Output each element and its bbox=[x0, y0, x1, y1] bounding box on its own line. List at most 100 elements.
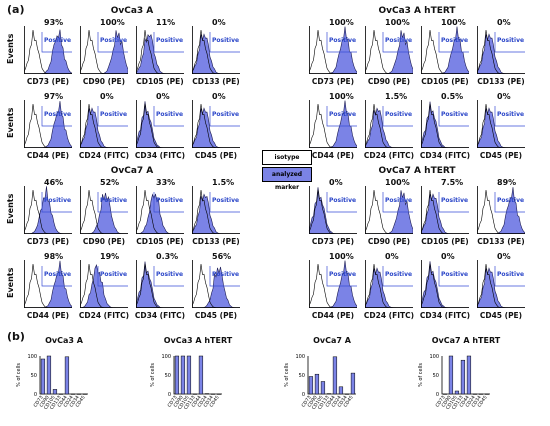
positive-gate-label: Positive bbox=[100, 271, 128, 278]
histogram-axes bbox=[80, 260, 128, 308]
bar bbox=[46, 355, 52, 395]
histogram-axes bbox=[136, 26, 184, 74]
marker-label: CD44 (PE) bbox=[311, 311, 355, 320]
histogram-plot bbox=[309, 260, 357, 308]
events-axis-label: Events bbox=[6, 107, 15, 138]
positive-gate-label: Positive bbox=[156, 111, 184, 118]
analyzed-marker-histogram bbox=[24, 29, 72, 74]
group-title: OvCa3 A hTERT bbox=[378, 6, 456, 16]
positive-gate bbox=[438, 266, 469, 287]
percent-positive: 7.5% bbox=[441, 178, 464, 187]
positive-gate bbox=[153, 32, 184, 53]
histogram-svg bbox=[477, 100, 525, 148]
histogram-plot bbox=[136, 186, 184, 234]
histogram-svg bbox=[136, 260, 184, 308]
histogram-svg bbox=[80, 100, 128, 148]
marker-label: CD45 (PE) bbox=[194, 311, 238, 320]
y-tick-label: 0 bbox=[34, 392, 37, 398]
positive-gate bbox=[494, 106, 525, 127]
positive-gate bbox=[153, 192, 184, 213]
bar bbox=[308, 376, 314, 395]
histogram-svg bbox=[80, 186, 128, 234]
percent-positive: 0% bbox=[497, 92, 511, 101]
analyzed-marker-histogram bbox=[80, 264, 128, 308]
marker-label: CD90 (PE) bbox=[82, 77, 126, 86]
positive-gate-label: Positive bbox=[497, 111, 525, 118]
analyzed-marker-histogram bbox=[136, 33, 184, 74]
bar-chart-title: OvCa3 A hTERT bbox=[163, 336, 233, 345]
histogram-svg bbox=[24, 260, 72, 308]
marker-label: CD90 (PE) bbox=[367, 77, 411, 86]
histogram-axes bbox=[136, 100, 184, 148]
histogram-plot bbox=[365, 186, 413, 234]
marker-label: CD45 (PE) bbox=[194, 151, 238, 160]
histogram-svg bbox=[421, 260, 469, 308]
positive-gate bbox=[209, 32, 240, 53]
marker-label: CD34 (FITC) bbox=[419, 311, 471, 320]
marker-label: CD73 (PE) bbox=[26, 77, 70, 86]
positive-gate bbox=[209, 106, 240, 127]
positive-gate-label: Positive bbox=[441, 271, 469, 278]
positive-gate-label: Positive bbox=[441, 37, 469, 44]
panel-a-label: (a) bbox=[7, 3, 25, 16]
histogram-plot bbox=[192, 186, 240, 234]
percent-positive: 19% bbox=[100, 252, 120, 261]
positive-gate bbox=[41, 266, 72, 287]
positive-gate-label: Positive bbox=[385, 197, 413, 204]
marker-label: CD105 (PE) bbox=[136, 77, 184, 86]
marker-label: CD45 (PE) bbox=[479, 151, 523, 160]
percent-positive: 0% bbox=[441, 252, 455, 261]
bar bbox=[186, 355, 192, 395]
histogram-axes bbox=[477, 186, 525, 234]
y-tick-label: 50 bbox=[31, 373, 37, 379]
positive-gate-label: Positive bbox=[329, 37, 357, 44]
legend-analyzed: analyzed marker bbox=[262, 167, 312, 191]
bar-chart: % of cells050100CD73CD90CD105CD133CD44CD… bbox=[16, 354, 88, 411]
histogram-plot bbox=[24, 260, 72, 308]
marker-label: CD24 (FITC) bbox=[363, 311, 415, 320]
bar-chart: % of cells050100CD73CD90CD105CD133CD44CD… bbox=[150, 354, 222, 411]
positive-gate bbox=[209, 192, 240, 213]
analyzed-marker-histogram bbox=[365, 107, 413, 148]
histogram-axes bbox=[24, 260, 72, 308]
y-tick-label: 0 bbox=[302, 392, 305, 398]
histogram-plot bbox=[309, 100, 357, 148]
positive-gate-label: Positive bbox=[44, 197, 72, 204]
histogram-svg bbox=[24, 100, 72, 148]
histogram-axes bbox=[309, 100, 357, 148]
percent-positive: 100% bbox=[385, 178, 410, 187]
positive-gate-label: Positive bbox=[44, 271, 72, 278]
positive-gate-label: Positive bbox=[44, 111, 72, 118]
positive-gate bbox=[153, 266, 184, 287]
marker-label: CD34 (FITC) bbox=[134, 311, 186, 320]
bar-chart: % of cells050100CD73CD90CD105CD133CD44CD… bbox=[418, 354, 490, 411]
events-axis-label: Events bbox=[6, 33, 15, 64]
analyzed-marker-histogram bbox=[136, 193, 184, 234]
percent-positive: 11% bbox=[156, 18, 176, 27]
histogram-axes bbox=[309, 186, 357, 234]
percent-positive: 0.5% bbox=[441, 92, 464, 101]
bar bbox=[40, 358, 46, 395]
positive-gate-label: Positive bbox=[329, 271, 357, 278]
histogram-axes bbox=[421, 260, 469, 308]
marker-label: CD24 (FITC) bbox=[78, 151, 130, 160]
histogram-axes bbox=[80, 100, 128, 148]
marker-label: CD90 (PE) bbox=[367, 237, 411, 246]
marker-label: CD133 (PE) bbox=[192, 77, 240, 86]
marker-label: CD24 (FITC) bbox=[363, 151, 415, 160]
events-axis-label: Events bbox=[6, 267, 15, 298]
histogram-plot bbox=[477, 100, 525, 148]
histogram-axes bbox=[24, 26, 72, 74]
marker-label: CD133 (PE) bbox=[477, 237, 525, 246]
histogram-axes bbox=[192, 100, 240, 148]
legend-analyzed-label: analyzed marker bbox=[271, 171, 303, 191]
marker-label: CD44 (PE) bbox=[311, 151, 355, 160]
histogram-plot bbox=[192, 100, 240, 148]
percent-positive: 1.5% bbox=[212, 178, 235, 187]
histogram-svg bbox=[477, 186, 525, 234]
percent-positive: 52% bbox=[100, 178, 120, 187]
positive-gate-label: Positive bbox=[385, 271, 413, 278]
histogram-svg bbox=[136, 186, 184, 234]
histogram-svg bbox=[309, 260, 357, 308]
positive-gate bbox=[494, 266, 525, 287]
